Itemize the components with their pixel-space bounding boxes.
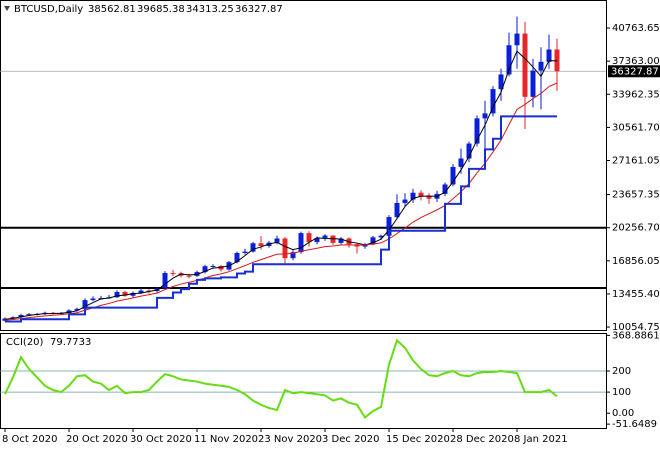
candle-body [314, 237, 320, 243]
x-tick-label: 8 Jan 2021 [514, 434, 568, 445]
symbol-icon [4, 6, 10, 11]
ohlc-value: 36327.87 [235, 4, 283, 15]
y-tick-label: 30561.70 [612, 122, 660, 133]
indicator-line [4, 50, 558, 320]
candle-body [522, 33, 528, 97]
candle-body [162, 273, 168, 289]
x-tick-label: 11 Nov 2020 [194, 434, 258, 445]
x-tick-label: 30 Oct 2020 [130, 434, 192, 445]
candle-body [338, 238, 344, 243]
candle-body [74, 308, 80, 311]
candle-body [458, 158, 464, 167]
y-tick-label: 368.8861 [612, 330, 660, 341]
indicator-value: 79.7733 [50, 337, 91, 348]
y-tick-label: 20256.70 [612, 223, 660, 234]
candle-body [210, 265, 216, 267]
candle-body [442, 184, 448, 194]
candle-body [242, 251, 248, 253]
x-tick-label: 23 Nov 2020 [258, 434, 322, 445]
candle-body [322, 235, 328, 238]
indicator-line [4, 82, 558, 321]
candle-body [394, 202, 400, 218]
candle-body [26, 314, 32, 316]
candle-body [514, 33, 520, 46]
x-tick-label: 20 Oct 2020 [66, 434, 128, 445]
candle-body [82, 300, 88, 309]
candle-body [122, 292, 128, 296]
candle-body [90, 298, 96, 301]
candle-body [418, 192, 424, 197]
x-tick-label: 8 Oct 2020 [2, 434, 57, 445]
x-tick-label: 3 Dec 2020 [322, 434, 380, 445]
y-tick-label: 27161.05 [612, 156, 660, 167]
y-tick-label: 100 [612, 387, 631, 398]
candle-body [506, 45, 512, 75]
candle-body [466, 143, 472, 159]
candle-body [386, 217, 392, 236]
chart-title: BTCUSD,Daily [14, 4, 83, 15]
candle-body [450, 166, 456, 185]
y-tick-label: 200 [612, 366, 631, 377]
candle-body [114, 292, 120, 298]
ohlc-value: 34313.25 [186, 4, 234, 15]
candle-body [282, 238, 288, 259]
x-tick-label: 28 Dec 2020 [450, 434, 514, 445]
indicator-title: CCI(20) [6, 337, 44, 348]
indicator-line [5, 115, 557, 323]
ohlc-value: 38562.81 [88, 4, 136, 15]
last-price-box [608, 65, 660, 78]
y-tick-label: 16856.05 [612, 256, 660, 267]
candle-body [218, 265, 224, 270]
x-tick-label: 15 Dec 2020 [386, 434, 450, 445]
cci-frame [0, 333, 607, 429]
candle-body [202, 266, 208, 273]
ohlc-value: 39685.38 [137, 4, 185, 15]
cci-line [4, 338, 558, 419]
y-tick-label: 33962.35 [612, 89, 660, 100]
candle-body [490, 89, 496, 114]
candle-body [186, 275, 192, 277]
candle-body [402, 199, 408, 203]
candle-body [170, 273, 176, 275]
y-tick-label: 10054.75 [612, 322, 660, 333]
y-tick-label: 40763.65 [612, 23, 660, 34]
candle-body [530, 70, 536, 97]
candle-body [410, 192, 416, 200]
candle-body [258, 243, 264, 246]
candle-body [378, 235, 384, 238]
candle-body [482, 113, 488, 119]
candle-body [138, 290, 144, 293]
y-tick-label: 0.00 [612, 408, 634, 419]
main-frame [0, 0, 607, 331]
candle-body [130, 292, 136, 296]
candle-body [290, 252, 296, 259]
candle-body [498, 74, 504, 90]
candle-body [250, 243, 256, 252]
candle-body [18, 315, 24, 318]
candle-body [546, 49, 552, 62]
candle-body [370, 237, 376, 245]
candle-body [66, 310, 72, 313]
candle-body [234, 252, 240, 263]
y-tick-label: -51.6489 [612, 419, 657, 430]
last-price-label: 36327.87 [611, 66, 659, 77]
candle-body [426, 196, 432, 199]
candle-body [298, 233, 304, 253]
y-tick-label: 37363.00 [612, 56, 660, 67]
candle-body [538, 61, 544, 71]
y-tick-label: 13455.40 [612, 289, 660, 300]
candle-body [274, 238, 280, 243]
candle-body [346, 238, 352, 245]
candle-body [306, 233, 312, 243]
y-tick-label: 23657.35 [612, 190, 660, 201]
candle-body [474, 118, 480, 144]
